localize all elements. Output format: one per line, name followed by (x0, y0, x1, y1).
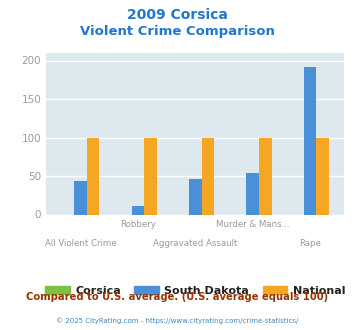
Text: All Violent Crime: All Violent Crime (45, 240, 116, 248)
Text: © 2025 CityRating.com - https://www.cityrating.com/crime-statistics/: © 2025 CityRating.com - https://www.city… (56, 317, 299, 324)
Bar (316, 138, 329, 214)
Text: 2009 Corsica: 2009 Corsica (127, 8, 228, 22)
Legend: Corsica, South Dakota, National: Corsica, South Dakota, National (41, 281, 350, 300)
Bar (144, 138, 157, 214)
Bar (202, 138, 214, 214)
Bar (304, 67, 316, 214)
Text: Aggravated Assault: Aggravated Assault (153, 240, 237, 248)
Bar (87, 138, 99, 214)
Bar (74, 181, 87, 214)
Text: Compared to U.S. average. (U.S. average equals 100): Compared to U.S. average. (U.S. average … (26, 292, 329, 302)
Bar (259, 138, 272, 214)
Bar (189, 179, 202, 215)
Text: Rape: Rape (299, 240, 321, 248)
Bar (132, 206, 144, 214)
Text: Violent Crime Comparison: Violent Crime Comparison (80, 25, 275, 38)
Text: Robbery: Robbery (120, 220, 156, 229)
Bar (246, 173, 259, 214)
Text: Murder & Mans...: Murder & Mans... (216, 220, 289, 229)
